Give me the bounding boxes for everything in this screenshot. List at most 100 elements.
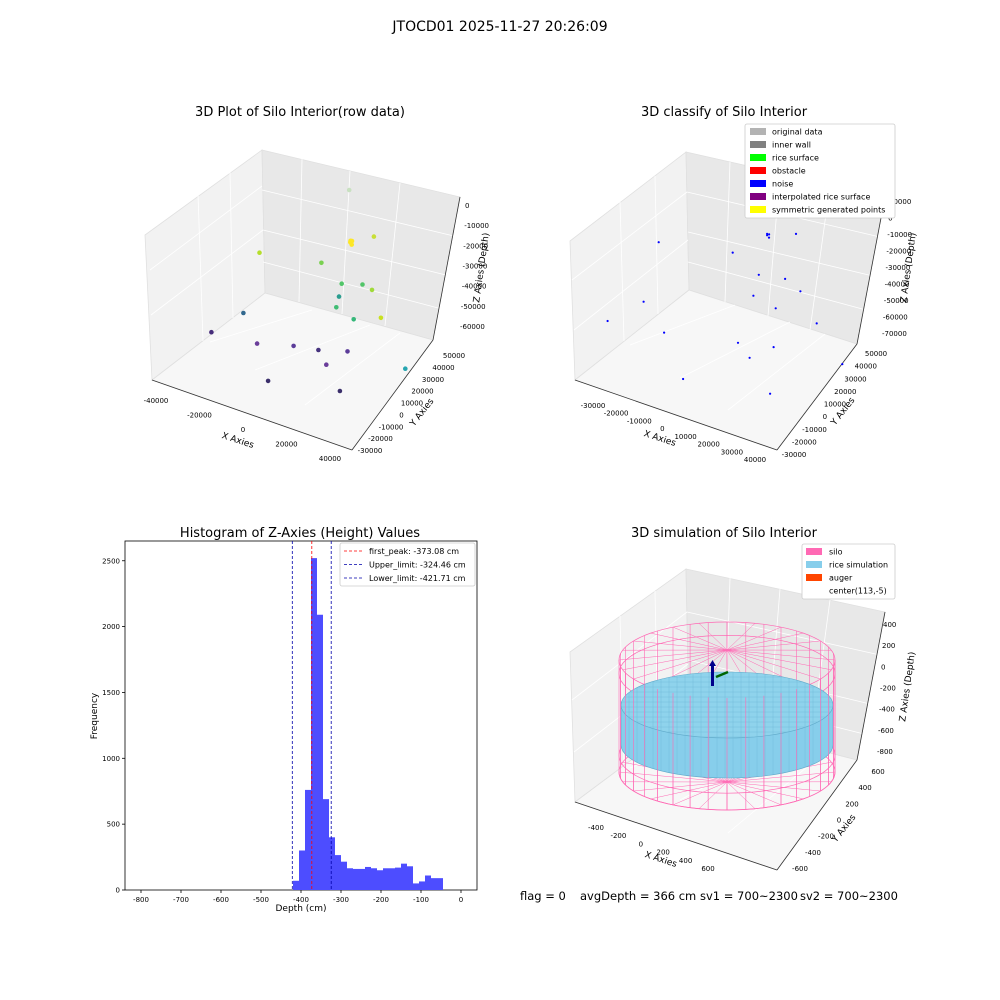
panel4-y-tick-4: 200 <box>845 800 858 808</box>
panel2-legend-swatch-2 <box>750 154 766 161</box>
panel4-z-tick-1: 200 <box>882 642 895 650</box>
silo-roof-line-21 <box>726 632 804 651</box>
panel2-x-tick-2: -10000 <box>627 417 652 425</box>
panel1-y-ticks: -30000 -20000 -10000 0 10000 20000 30000 40000 5… <box>358 352 466 455</box>
panel4-x-tick-5: 600 <box>701 865 714 873</box>
panel2-point-20 <box>769 392 772 395</box>
silo-floor-line-8 <box>672 781 728 806</box>
silo-roof-line-10 <box>633 649 728 680</box>
panel4-z-tick-5: -600 <box>878 727 894 735</box>
panel1-z-tick-4: -40000 <box>462 283 487 291</box>
panel4-x-tick-3: 200 <box>657 849 670 857</box>
panel2-z-tick-7: -60000 <box>883 314 908 322</box>
panel4-x-ticks: -400 -200 0 200 400 600 <box>588 824 715 873</box>
silo-roof-line-12 <box>618 649 728 661</box>
panel2-legend: original data inner wall rice surface obsta… <box>744 123 896 219</box>
histogram-x-tick-4: -400 <box>293 896 309 904</box>
panel1-point-7 <box>319 260 324 266</box>
panel4-title: 3D simulation of Silo Interior <box>631 526 818 541</box>
histogram-bar-1 <box>299 850 305 890</box>
panel4-z-label: Z Axies (Depth) <box>898 651 918 722</box>
silo-roof-line-16 <box>672 626 728 651</box>
silo-roof-line-0 <box>726 649 836 661</box>
panel1-y-tick-8: 50000 <box>443 352 465 360</box>
panel1-point-11 <box>378 315 384 321</box>
panel2-x-tick-0: -30000 <box>581 402 606 410</box>
panel2-x-tick-7: 40000 <box>744 456 766 464</box>
histogram-bar-2 <box>305 789 311 890</box>
silo-floor-line-4 <box>726 781 782 806</box>
histogram-bar-23 <box>431 878 437 890</box>
panel1-point-9 <box>360 282 365 287</box>
panel2-point-21 <box>682 377 685 381</box>
panel2-x-tick-3: 0 <box>660 425 664 433</box>
panel1-y-tick-2: -10000 <box>379 423 404 431</box>
silo-roof-line-15 <box>650 632 728 651</box>
silo-floor-line-9 <box>650 781 728 800</box>
panel2-legend-label-2: rice surface <box>772 154 819 163</box>
silo-floor-line-10 <box>633 781 728 792</box>
histogram-bar-20 <box>413 883 419 890</box>
status-sv1: sv1 = 700~2300 <box>700 889 798 903</box>
panel2-point-14 <box>642 300 645 303</box>
panel1-point-6 <box>257 250 262 255</box>
panel2-point-7 <box>757 273 760 276</box>
panel-simulation-3d: 3D simulation of Silo Interior <box>569 526 918 873</box>
auger-tip <box>709 660 716 666</box>
histogram-x-tick-3: -500 <box>253 896 269 904</box>
panel2-z-tick-0: 10000 <box>889 198 911 206</box>
histogram-plot-area <box>124 540 478 891</box>
status-sv2: sv2 = 700~2300 <box>800 889 898 903</box>
panel4-z-tick-2: 0 <box>881 663 885 671</box>
figure-suptitle: JTOCD01 2025-11-27 20:26:09 <box>391 19 607 35</box>
panel1-point-21 <box>324 362 329 368</box>
panel4-x-tick-0: -400 <box>588 824 604 832</box>
panel2-legend-label-4: noise <box>772 180 793 189</box>
panel2-legend-label-1: inner wall <box>772 141 811 150</box>
auger-shaft <box>711 664 714 686</box>
panel2-point-15 <box>606 319 609 323</box>
panel1-point-12 <box>334 305 339 310</box>
panel2-point-1 <box>768 233 771 236</box>
histogram-y-tick-5: 2500 <box>102 557 120 565</box>
histogram-bar-7 <box>335 855 341 890</box>
panel4-y-tick-0: -600 <box>792 865 808 873</box>
panel1-point-14 <box>336 294 342 299</box>
panel1-title: 3D Plot of Silo Interior(row data) <box>195 105 405 120</box>
histogram-x-tick-0: -800 <box>133 896 149 904</box>
panel1-point-13 <box>351 317 357 322</box>
panel1-y-tick-7: 40000 <box>432 364 454 372</box>
panel4-y-tick-3: 0 <box>837 817 841 825</box>
panel1-point-24 <box>265 378 271 384</box>
panel1-x-ticks: -40000 -20000 0 20000 40000 <box>144 397 342 463</box>
panel1-x-tick-1: -20000 <box>187 412 212 420</box>
panel1-point-5 <box>348 238 353 244</box>
histogram-bar-12 <box>365 866 371 890</box>
panel2-point-18 <box>748 356 751 359</box>
panel4-x-tick-1: -200 <box>610 832 626 840</box>
panel2-legend-swatch-3 <box>750 167 766 174</box>
panel4-y-label: Y Axies <box>830 813 859 846</box>
panel1-point-19 <box>291 343 296 349</box>
panel2-z-tick-5: -40000 <box>885 281 910 289</box>
panel1-x-tick-3: 20000 <box>275 441 297 449</box>
panel2-x-tick-1: -20000 <box>604 410 629 418</box>
histogram-bar-24 <box>437 878 443 890</box>
panel1-z-tick-1: -10000 <box>464 222 489 230</box>
panel2-legend-swatch-6 <box>750 206 766 213</box>
histogram-bar-10 <box>353 868 359 890</box>
panel1-y-tick-1: -20000 <box>368 435 393 443</box>
panel-classify-3d: 3D classify of Silo Interior -30000-2000… <box>569 105 919 464</box>
panel2-point-3 <box>766 232 769 235</box>
panel1-y-tick-6: 30000 <box>422 376 444 384</box>
silo-roof-line-2 <box>726 649 821 680</box>
panel4-y-tick-2: -200 <box>818 833 834 841</box>
panel4-legend-label-0: silo <box>829 548 843 557</box>
histogram-x-tick-2: -600 <box>213 896 229 904</box>
panel-histogram: Histogram of Z-Axies (Height) Values -80… <box>90 526 478 914</box>
panel4-y-tick-6: 600 <box>871 768 884 776</box>
panel4-y-tick-5: 400 <box>858 784 871 792</box>
panel1-point-0 <box>346 187 352 193</box>
